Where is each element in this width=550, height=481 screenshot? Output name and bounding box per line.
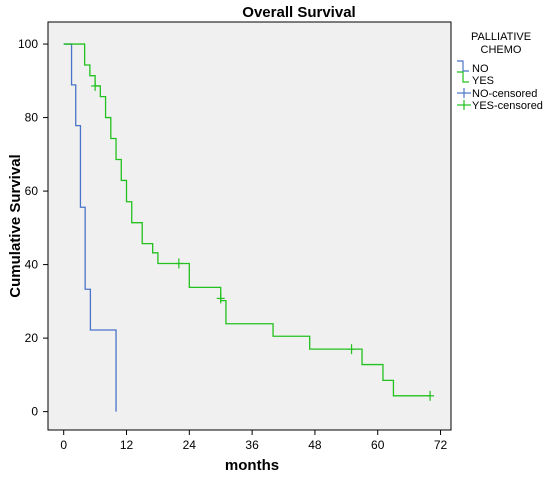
- x-tick-label-6: 72: [434, 438, 448, 452]
- legend-title-line-2: CHEMO: [481, 44, 522, 56]
- x-tick-label-5: 60: [371, 438, 385, 452]
- y-tick-label-5: 100: [18, 37, 38, 51]
- plot-area: [47, 21, 452, 431]
- x-tick-label-1: 12: [120, 438, 134, 452]
- censor-mark-2: [216, 293, 225, 304]
- y-axis-title: Cumulative Survival: [7, 154, 24, 297]
- y-tick-label-2: 40: [25, 258, 39, 272]
- x-tick-label-0: 0: [60, 438, 67, 452]
- censor-mark-0: [91, 80, 100, 91]
- x-tick-label-3: 36: [245, 438, 259, 452]
- x-axis-title: months: [225, 457, 279, 474]
- legend-no-label: NO: [472, 63, 489, 75]
- y-tick-label-0: 0: [31, 405, 38, 419]
- legend-title-line-1: PALLIATIVE: [471, 31, 531, 43]
- censor-mark-4: [426, 390, 435, 401]
- chart-title: Overall Survival: [242, 4, 355, 21]
- series-layer: [63, 43, 431, 412]
- x-axis-ticks: 0 12 24 36 48 60 72: [60, 430, 448, 452]
- series-yes-line: [63, 43, 431, 397]
- y-tick-label-4: 80: [25, 111, 39, 125]
- legend-yes-censored-swatch: [457, 100, 471, 110]
- legend-yes-swatch: [457, 71, 469, 83]
- legend-no-censored-label: NO-censored: [472, 88, 537, 100]
- legend-yes-censored-label: YES-censored: [472, 100, 543, 112]
- legend-no-censored-swatch: [457, 88, 471, 98]
- y-tick-label-3: 60: [25, 184, 39, 198]
- series-no-line: [63, 43, 117, 412]
- legend-no-swatch: [457, 60, 469, 72]
- censor-mark-3: [347, 344, 356, 355]
- legend-yes-label: YES: [472, 75, 494, 87]
- censor-marks: [91, 80, 435, 401]
- y-tick-label-1: 20: [25, 331, 39, 345]
- y-axis-ticks: 0 20 40 60 80 100: [18, 37, 48, 419]
- x-tick-label-2: 24: [183, 438, 197, 452]
- legend: PALLIATIVE CHEMO NO YES NO-censored YES-…: [457, 31, 543, 112]
- x-tick-label-4: 48: [308, 438, 322, 452]
- censor-mark-1: [174, 258, 183, 269]
